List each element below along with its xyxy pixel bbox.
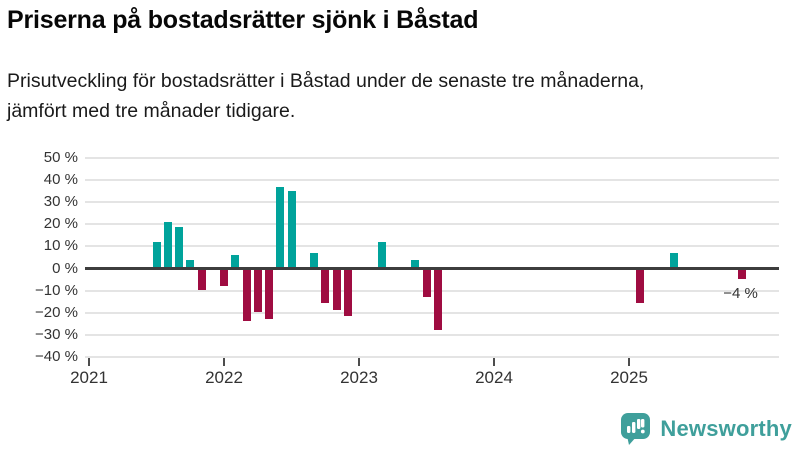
bar-positive (377, 242, 386, 269)
zero-baseline (85, 267, 779, 271)
bar-positive (310, 253, 318, 269)
bar-positive (163, 222, 172, 269)
bar-negative (220, 270, 228, 286)
y-axis-tick-label: −30 % (35, 325, 78, 343)
y-axis-tick-label: 40 % (43, 171, 78, 189)
bar-positive (152, 242, 161, 269)
gridline (85, 179, 779, 182)
y-axis-tick-label: 10 % (43, 237, 78, 255)
x-axis-tick-label: 2025 (610, 368, 648, 387)
x-axis-tick (88, 358, 90, 366)
bar-negative (321, 270, 330, 304)
bar-negative (242, 270, 251, 321)
y-axis-tick-label: 30 % (43, 193, 78, 211)
subtitle-line-2: jämfört med tre månader tidigare. (7, 100, 296, 122)
x-axis-tick (358, 358, 360, 366)
x-axis-tick-label: 2023 (340, 368, 378, 387)
bar-negative (253, 270, 262, 313)
y-axis-tick-label: −10 % (35, 281, 78, 299)
chart-subtitle: Prisutveckling för bostadsrätter i Båsta… (7, 66, 797, 126)
bar-positive (287, 191, 296, 269)
newsworthy-logo-icon (621, 413, 651, 445)
bar-negative (433, 270, 442, 330)
bar-negative (343, 270, 352, 317)
gridline (85, 356, 779, 358)
bar-positive (175, 226, 183, 269)
gridline (85, 157, 779, 159)
subtitle-line-1: Prisutveckling för bostadsrätter i Båsta… (7, 70, 645, 92)
x-axis-tick-label: 2021 (70, 368, 108, 387)
bar-negative (332, 270, 341, 310)
page-title: Priserna på bostadsrätter sjönk i Båstad (7, 6, 479, 34)
gridline (85, 201, 779, 204)
x-axis-tick (223, 358, 225, 366)
brand-footer: Newsworthy (620, 412, 792, 446)
x-axis-tick (493, 358, 495, 366)
gridline (85, 333, 779, 336)
y-axis-tick-label: 0 % (52, 259, 78, 277)
y-axis-tick-label: −40 % (35, 348, 78, 365)
last-value-label: −4 % (723, 285, 758, 303)
brand-name: Newsworthy (660, 416, 792, 441)
gridline (85, 289, 779, 292)
x-axis-tick-label: 2022 (205, 368, 243, 387)
bar-positive (670, 253, 678, 269)
gridline (85, 311, 779, 314)
x-axis-tick-label: 2024 (475, 368, 513, 387)
bar-positive (276, 186, 285, 269)
bar-positive (411, 259, 420, 269)
bar-negative (737, 270, 746, 279)
gridline (85, 245, 779, 248)
y-axis-tick-label: −20 % (35, 303, 78, 321)
gridline (85, 223, 779, 226)
y-axis-tick-label: 20 % (43, 215, 78, 233)
bar-negative (422, 270, 431, 297)
bar-negative (265, 270, 273, 319)
x-axis-tick (628, 358, 630, 366)
bar-positive (231, 255, 240, 269)
bar-negative (636, 270, 645, 304)
bar-negative (197, 270, 206, 290)
y-axis-tick-label: 50 % (43, 149, 78, 166)
bar-positive (186, 259, 195, 269)
